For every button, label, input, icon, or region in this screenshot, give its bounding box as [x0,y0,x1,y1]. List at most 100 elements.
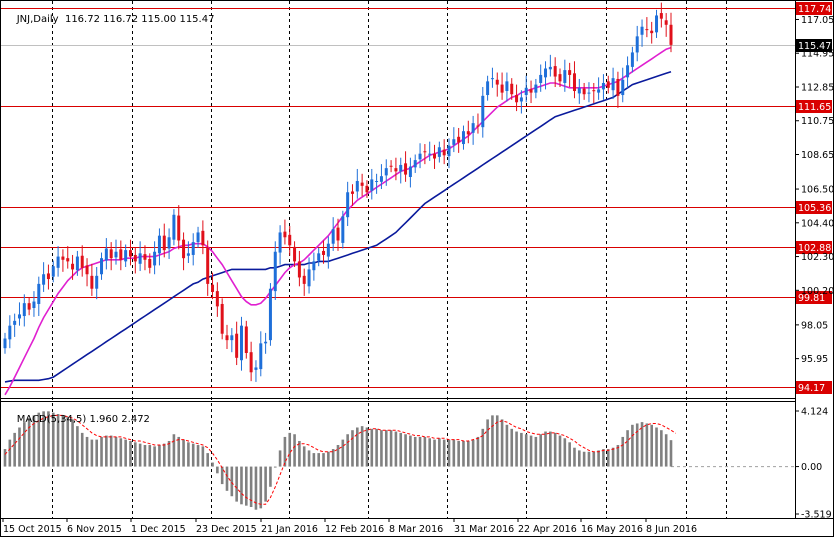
price-level-label: 94.17 [798,383,825,394]
macd-bar [631,424,634,467]
macd-bar [42,411,45,467]
candle-body [515,95,519,103]
candle-body [317,253,321,261]
macd-bar [119,438,123,467]
candle-body [379,176,383,182]
macd-bar [61,415,65,467]
candle-body [365,185,369,193]
macd-bar [105,435,108,467]
candle-body [452,139,456,145]
macd-bar [85,436,89,467]
macd-bar [394,431,398,467]
candle-body [119,249,123,260]
candle-body [433,153,437,159]
macd-bar [298,440,301,467]
y-tick-label: 106.50 [801,185,834,196]
macd-bar [216,466,219,474]
macd-bar [230,466,234,497]
macd-bar [331,449,335,467]
price-level-label: 102.88 [798,243,831,254]
candle-body [172,214,176,240]
candle-body [408,166,412,177]
macd-bar [582,451,586,467]
macd-bar [153,446,156,467]
macd-bar [158,445,161,467]
macd-bar [573,447,576,467]
macd-bar [404,434,407,467]
macd-bar [225,466,229,491]
macd-bar [669,440,673,467]
candle-body [191,242,195,255]
macd-bar [515,431,518,467]
price-level-label: 105.36 [798,203,831,214]
candle-body [278,232,282,253]
candle-body [109,249,113,259]
candle-body [659,13,663,19]
candle-body [128,250,132,257]
macd-bar [389,430,393,467]
macd-bar [505,424,509,467]
axis-ticks: 15 Oct 2015 6 Nov 2015 1 Dec 2015 23 Dec 20… [2,15,834,535]
macd-bar [254,466,258,510]
candle-body [572,73,576,92]
candle-body [616,78,620,96]
macd-bar [80,432,84,467]
price-level-label: 117.74 [798,4,831,15]
candle-body [66,258,70,262]
candle-body [635,36,639,53]
macd-bar [278,450,282,467]
macd-bar [341,439,345,467]
candle-body [95,275,99,289]
macd-bar [129,440,132,467]
ohlc-label: 116.72 116.72 115.00 115.47 [64,14,215,25]
candle-body [8,325,12,340]
macd-bar [384,430,388,467]
candle-body [56,256,60,268]
candle-body [447,145,451,157]
macd-bar [148,445,152,467]
candle-body [466,131,470,135]
candle-body [394,168,398,172]
candle-body [100,258,104,275]
macd-bar [553,432,557,467]
macd-bar [563,438,567,467]
candle-body [27,303,31,310]
macd-bar [592,451,596,467]
horizontal-levels: 117.74 111.65 105.36 102.88 99.81 94.17 115.47 [0,2,832,394]
candle-body [645,29,649,31]
x-tick-label: 31 Mar 2016 [454,524,514,535]
candle-body [553,66,557,77]
macd-bar [418,436,422,467]
macd-bar [423,436,427,467]
candle-body [85,265,89,275]
candle-body [510,83,514,95]
candle-body [196,232,200,243]
candle-body [75,256,79,271]
candle-body [548,66,552,70]
macd-bar [428,438,431,467]
macd-bar [187,442,190,467]
macd-bar [351,430,354,467]
candle-body [46,273,50,280]
candle-body [201,230,205,246]
macd-bar [37,412,41,467]
candle-body [399,164,403,172]
candle-body [244,326,248,353]
macd-bar [447,439,451,467]
candle-body [90,275,94,289]
candle-body [428,153,432,155]
price-level-tag [796,201,832,214]
candle-body [186,253,190,256]
macd-bar [360,426,364,467]
macd-bar [549,431,552,467]
candle-body [133,254,137,262]
macd-bar [211,462,214,467]
candle-body [239,325,243,361]
macd-bar [283,436,287,467]
y-tick-label: 117.05 [801,15,834,26]
macd-bar [520,432,523,467]
candle-body [3,338,7,349]
candle-body [457,136,461,143]
